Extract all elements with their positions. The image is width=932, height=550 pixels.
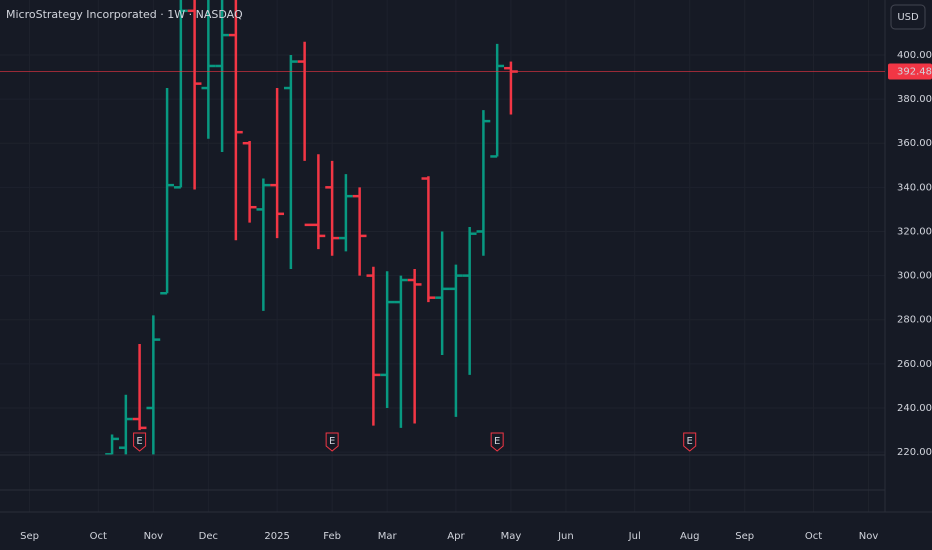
price-label-box bbox=[888, 63, 932, 80]
x-tick-label: Jul bbox=[628, 531, 641, 542]
x-tick-label: Oct bbox=[90, 531, 107, 542]
y-tick-label: 300.00 bbox=[897, 271, 932, 282]
currency-button[interactable] bbox=[890, 4, 926, 30]
x-tick-label: Nov bbox=[859, 531, 879, 542]
x-tick-label: 2025 bbox=[264, 531, 289, 542]
x-tick-label: Jun bbox=[557, 531, 574, 542]
y-tick-label: 320.00 bbox=[897, 226, 932, 237]
x-tick-label: Nov bbox=[144, 531, 164, 542]
earnings-marker bbox=[683, 432, 697, 452]
plot-area bbox=[105, 0, 518, 455]
x-tick-label: Oct bbox=[805, 531, 822, 542]
price-label: 392.48 bbox=[897, 67, 932, 78]
y-tick-label: 360.00 bbox=[897, 138, 932, 149]
x-tick-label: Sep bbox=[20, 531, 39, 542]
earnings-label: E bbox=[494, 436, 500, 447]
y-tick-label: 240.00 bbox=[897, 403, 932, 414]
y-tick-label: 280.00 bbox=[897, 315, 932, 326]
earnings-marker bbox=[133, 432, 147, 452]
y-tick-label: 340.00 bbox=[897, 182, 932, 193]
x-tick-label: Mar bbox=[378, 531, 398, 542]
y-tick-label: 260.00 bbox=[897, 359, 932, 370]
x-tick-label: Feb bbox=[323, 531, 341, 542]
earnings-label: E bbox=[329, 436, 335, 447]
x-tick-label: Aug bbox=[680, 531, 700, 542]
y-tick-label: 220.00 bbox=[897, 447, 932, 458]
chart-title: MicroStrategy Incorporated · 1W · NASDAQ bbox=[6, 8, 243, 21]
axes: 220.00 240.00 260.00 280.00 300.00 320.00 340.… bbox=[20, 50, 932, 542]
earnings-marker bbox=[490, 432, 504, 452]
x-tick-label: Apr bbox=[447, 531, 465, 542]
currency[interactable]: USD bbox=[897, 12, 919, 23]
x-tick-label: Sep bbox=[735, 531, 754, 542]
x-tick-label: Dec bbox=[199, 531, 218, 542]
y-tick-label: 380.00 bbox=[897, 94, 932, 105]
earnings-label: E bbox=[687, 436, 693, 447]
y-tick-label: 400.00 bbox=[897, 50, 932, 61]
earnings-marker bbox=[325, 432, 339, 452]
x-tick-label: May bbox=[501, 531, 522, 542]
grid bbox=[0, 0, 885, 512]
earnings-label: E bbox=[136, 436, 142, 447]
